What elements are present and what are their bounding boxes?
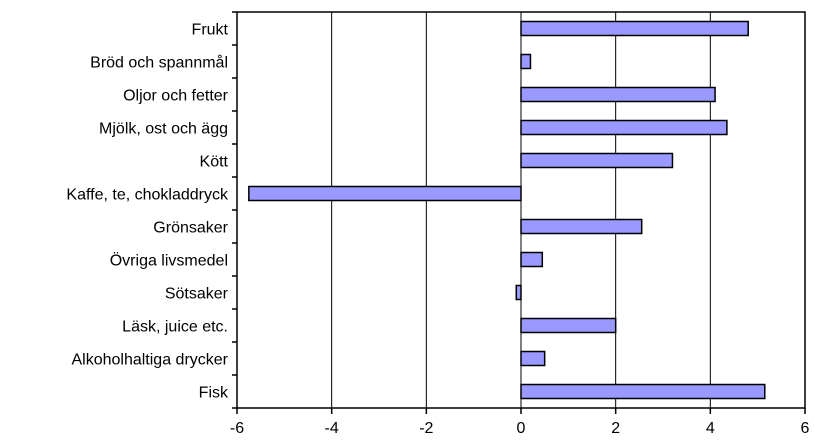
category-label: Läsk, juice etc.: [122, 319, 228, 336]
bar-alkoholhaltiga-drycker: [520, 350, 546, 367]
category-label: Sötsaker: [165, 286, 229, 303]
category-label: Alkoholhaltiga drycker: [71, 352, 228, 369]
grid-lines: [331, 12, 711, 408]
bar-grönsaker: [520, 218, 643, 235]
x-tick-label: -2: [419, 420, 433, 437]
x-tick-label: 6: [801, 420, 810, 437]
x-tick-label: 4: [706, 420, 715, 437]
x-tick-label: 2: [611, 420, 620, 437]
bar-övriga-livsmedel: [520, 251, 544, 268]
category-label: Fisk: [199, 385, 229, 402]
bar-läsk-juice-etc-: [520, 317, 617, 334]
category-label: Oljor och fetter: [123, 88, 229, 105]
bar-kaffe-te-chokladdryck: [248, 185, 522, 202]
category-label: Bröd och spannmål: [90, 54, 228, 72]
category-label: Mjölk, ost och ägg: [99, 121, 228, 138]
category-label: Frukt: [192, 22, 229, 39]
bar-oljor-och-fetter: [520, 86, 716, 103]
x-tick-label: -6: [230, 420, 244, 437]
category-label: Grönsaker: [153, 220, 228, 237]
x-tick-label: -4: [325, 420, 339, 437]
category-label: Övriga livsmedel: [110, 252, 228, 270]
bar-bröd-och-spannmål: [520, 53, 532, 70]
bar-kött: [520, 152, 674, 169]
category-label: Kaffe, te, chokladdryck: [66, 187, 229, 204]
bar-mjölk-ost-och-ägg: [520, 119, 728, 136]
x-tick-label: 0: [517, 420, 526, 437]
category-labels: Frukt Bröd och spannmål Oljor och fetter Mj…: [66, 11, 237, 409]
bars: [248, 20, 766, 400]
bar-frukt: [520, 20, 749, 37]
x-axis-ticks: -6 -4 -2 0 2 4 6: [230, 408, 810, 437]
bar-fisk: [520, 383, 766, 400]
bar-sötsaker: [515, 284, 522, 301]
category-label: Kött: [200, 154, 229, 171]
